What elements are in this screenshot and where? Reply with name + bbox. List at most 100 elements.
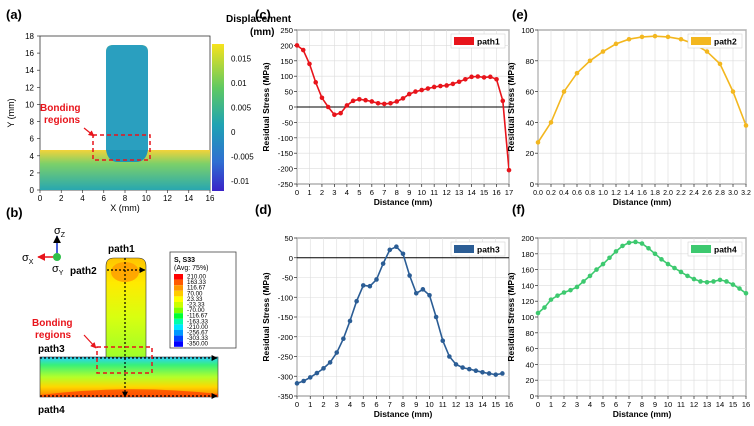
colorbar-title-line1: Displacement bbox=[226, 14, 292, 25]
bonding-label-a-line2: regions bbox=[44, 115, 81, 126]
chart-d-xtick-label: 8 bbox=[401, 400, 405, 409]
chart-e-data-point bbox=[639, 34, 645, 40]
s33-legend-value: 70.00 bbox=[187, 290, 203, 297]
chart-e-xtick-label: 1.4 bbox=[624, 190, 634, 197]
chart-d-data-point bbox=[480, 370, 485, 375]
s33-legend-swatch bbox=[174, 307, 183, 314]
chart-e-data-point bbox=[626, 36, 632, 42]
chart-f-data-point bbox=[587, 273, 593, 279]
chart-e-xtick-label: 2.6 bbox=[702, 190, 712, 197]
chart-c-ytick-label: 250 bbox=[280, 26, 293, 35]
chart-c-data-point bbox=[325, 104, 331, 110]
chart-d-ytick-label: -350 bbox=[278, 392, 293, 401]
chart-f-ytick-label: 40 bbox=[526, 360, 534, 369]
chart-e-ytick-label: 80 bbox=[526, 57, 534, 66]
chart-c-legend-swatch bbox=[454, 37, 474, 45]
chart-f-data-point bbox=[561, 290, 567, 295]
chart-e-data-point bbox=[613, 41, 619, 47]
chart-e-xtick-label: 2.0 bbox=[663, 190, 673, 197]
chart-e-data-point bbox=[704, 49, 710, 54]
chart-d-data-point bbox=[294, 381, 300, 386]
chart-c-data-point bbox=[350, 98, 356, 104]
chart-c-data-point bbox=[475, 74, 481, 79]
chart-c-xlabel: Distance (mm) bbox=[374, 197, 433, 207]
chart-d-ytick-label: -250 bbox=[278, 353, 293, 362]
colorbar-tick-label: -0.005 bbox=[231, 153, 254, 162]
panel-a-ytick-label: 0 bbox=[30, 186, 35, 195]
chart-f-data-point bbox=[659, 257, 664, 262]
chart-e-data-point bbox=[574, 70, 580, 76]
chart-e-data-point bbox=[717, 61, 723, 67]
chart-d-xtick-label: 11 bbox=[439, 400, 447, 409]
s33-legend-value: -23.33 bbox=[187, 302, 205, 309]
panel-a-xtick-label: 14 bbox=[184, 194, 193, 203]
chart-c-data-point bbox=[487, 74, 493, 80]
chart-e-data-point bbox=[678, 36, 684, 42]
chart-d-data-point bbox=[307, 375, 313, 380]
s33-legend-value: -163.33 bbox=[187, 318, 209, 325]
chart-e-xtick-label: 3.0 bbox=[728, 190, 738, 197]
chart-d-data-point bbox=[453, 362, 459, 367]
s33-legend-swatch bbox=[174, 335, 183, 342]
chart-c-xtick-label: 10 bbox=[417, 188, 425, 197]
panel-a-xtick-label: 10 bbox=[142, 194, 151, 203]
chart-f-xtick-label: 4 bbox=[588, 400, 592, 409]
path2-label: path2 bbox=[70, 266, 97, 277]
chart-d-data-point bbox=[327, 360, 333, 365]
s33-legend-value: 23.33 bbox=[187, 296, 203, 303]
t-fillet bbox=[106, 150, 148, 162]
s33-legend-value: -70.00 bbox=[187, 307, 205, 314]
chart-c-data-point bbox=[494, 76, 499, 82]
panel-a-xtick-label: 8 bbox=[123, 194, 128, 203]
chart-d-data-point bbox=[440, 338, 446, 344]
chart-f-data-point bbox=[542, 305, 547, 310]
chart-c-ytick-label: 0 bbox=[289, 103, 293, 112]
chart-f-xtick-label: 13 bbox=[703, 400, 711, 409]
chart-d-data-point bbox=[413, 291, 419, 296]
bonding-label-b-line1: Bonding bbox=[32, 318, 73, 329]
chart-c-data-point bbox=[463, 76, 468, 82]
chart-c-ytick-label: -250 bbox=[278, 180, 293, 189]
chart-f-data-point bbox=[665, 261, 671, 267]
chart-d-ytick-label: -100 bbox=[278, 293, 293, 302]
panel-a: (a) Bonding regions 0 2 4 6 8 10 12 14 16 0 2 4 6 8 1… bbox=[6, 7, 292, 213]
chart-d-data-point bbox=[314, 370, 320, 376]
chart-d-data-point bbox=[301, 378, 306, 384]
chart-d-data-point bbox=[466, 366, 472, 372]
chart-e-xtick-label: 3.2 bbox=[741, 190, 751, 197]
chart-d-ytick-label: -200 bbox=[278, 333, 293, 342]
chart-c-xtick-label: 1 bbox=[307, 188, 311, 197]
chart-d-data-point bbox=[387, 247, 393, 253]
s33-legend-swatch bbox=[174, 318, 183, 325]
chart-f-ytick-label: 80 bbox=[526, 329, 534, 338]
chart-c-xtick-label: 2 bbox=[320, 188, 324, 197]
chart-c-data-point bbox=[307, 61, 312, 67]
chart-f-data-point bbox=[633, 239, 638, 245]
chart-c-data-point bbox=[357, 97, 362, 102]
s33-legend-value: -256.67 bbox=[187, 330, 209, 337]
chart-f-data-point bbox=[698, 279, 703, 284]
chart-d-xtick-label: 13 bbox=[465, 400, 473, 409]
chart-c-xtick-label: 13 bbox=[455, 188, 463, 197]
panel-a-ytick-label: 8 bbox=[30, 118, 35, 127]
chart-e-ytick-label: 60 bbox=[526, 88, 534, 97]
chart-c-data-point bbox=[425, 86, 431, 91]
chart-c-xtick-label: 8 bbox=[395, 188, 399, 197]
chart-c-data-point bbox=[313, 80, 319, 85]
chart-c-xtick-label: 4 bbox=[345, 188, 349, 197]
chart-d-ytick-label: -300 bbox=[278, 372, 293, 381]
chart-c-ytick-label: 150 bbox=[280, 57, 293, 66]
s33-legend-swatch bbox=[174, 279, 183, 286]
chart-f-ytick-label: 100 bbox=[521, 313, 534, 322]
chart-d-data-point bbox=[447, 354, 452, 359]
chart-e-xtick-label: 0.2 bbox=[546, 190, 556, 197]
bonding-label-a-line1: Bonding bbox=[40, 103, 81, 114]
chart-c-data-point bbox=[506, 167, 512, 173]
chart-d-xtick-label: 6 bbox=[374, 400, 378, 409]
chart-f-xtick-label: 10 bbox=[664, 400, 672, 409]
chart-c-data-point bbox=[481, 75, 487, 80]
s33-legend-swatch bbox=[174, 324, 183, 330]
bonding-region-box-b bbox=[96, 346, 153, 374]
chart-d-data-point bbox=[433, 314, 439, 320]
